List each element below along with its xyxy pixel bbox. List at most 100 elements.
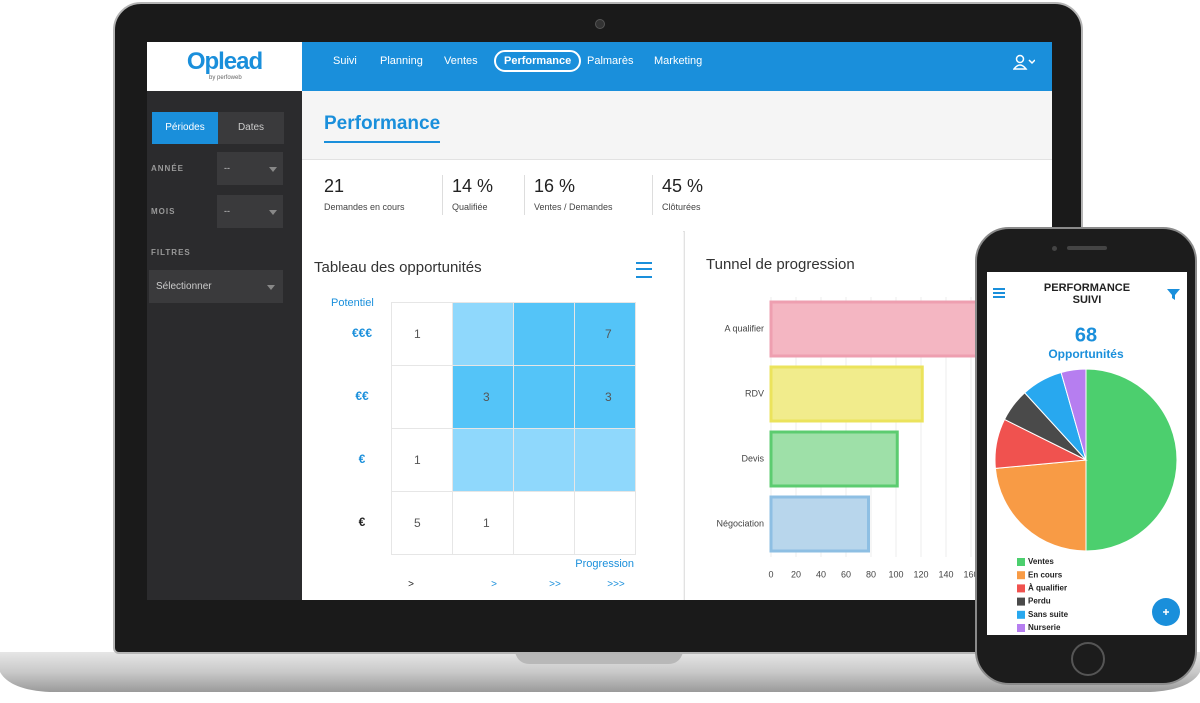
kpi-divider — [442, 175, 443, 215]
cell-value: 3 — [483, 390, 490, 404]
bar — [769, 365, 924, 423]
bar — [769, 300, 998, 358]
select-value: Sélectionner — [156, 281, 212, 292]
bar — [769, 495, 870, 553]
legend-label: Ventes — [1028, 557, 1054, 566]
column-label: > — [491, 579, 497, 590]
legend-label: À qualifier — [1028, 584, 1067, 593]
x-tick-label: 100 — [888, 569, 903, 579]
pie-slice — [994, 459, 1087, 552]
select[interactable]: Sélectionner — [149, 270, 283, 303]
column-label: >>> — [607, 579, 625, 590]
kpi-divider — [652, 175, 653, 215]
pie-slice — [1060, 368, 1087, 461]
legend-label: Sans suite — [1028, 610, 1069, 619]
select[interactable]: -- — [217, 152, 283, 185]
cell-value: 7 — [605, 327, 612, 341]
column-label: >> — [549, 579, 561, 590]
kpi-divider — [524, 175, 525, 215]
camera — [595, 19, 605, 29]
cell-value: 1 — [414, 453, 421, 467]
logo-tagline: by perfoweb — [209, 75, 242, 81]
nav-item[interactable]: Performance — [494, 50, 582, 72]
select-caret — [269, 167, 277, 172]
laptop-screen: Oplead by perfoweb Suivi Planning Ventes Perf… — [147, 42, 1052, 600]
cell-value: 3 — [605, 390, 612, 404]
y-tick-label: A qualifier — [724, 323, 764, 333]
kpi-value: 14 % — [452, 176, 494, 196]
list-icon-bar — [636, 268, 652, 270]
select-value: -- — [224, 206, 230, 216]
total-label: Opportunités — [1048, 347, 1124, 361]
filter-icon — [1167, 289, 1180, 300]
phone-speaker — [1067, 246, 1107, 250]
select-value: -- — [224, 163, 230, 173]
sidebar-tab[interactable]: Dates — [218, 112, 284, 144]
cell-value: 1 — [414, 327, 421, 341]
legend-swatch — [1017, 558, 1025, 566]
legend-swatch — [1017, 610, 1025, 619]
matrix-cell: 3 — [574, 365, 636, 429]
kpi-label: Ventes / Demandes — [534, 202, 613, 212]
nav-item[interactable]: Palmarès — [587, 55, 634, 67]
select-caret — [269, 210, 277, 215]
row-label: €€ — [355, 389, 369, 403]
kpi-value: 16 % — [534, 176, 576, 196]
laptop-notch — [515, 652, 683, 664]
x-tick-label: 40 — [816, 569, 826, 579]
phone-camera — [1052, 246, 1057, 251]
row-label: € — [358, 515, 366, 529]
x-tick-label: 120 — [913, 569, 928, 579]
kpi-value: 45 % — [662, 176, 704, 196]
navbar — [302, 42, 1052, 91]
funnel-title: Tunnel de progression — [706, 256, 855, 273]
nav-item[interactable]: Marketing — [654, 55, 703, 67]
y-tick-label: RDV — [745, 388, 764, 398]
logo: Oplead — [186, 48, 263, 75]
row-label: €€€ — [351, 326, 373, 340]
menu-icon — [993, 288, 1005, 298]
nav-item[interactable]: Ventes — [444, 55, 478, 67]
cell-value: 1 — [483, 516, 490, 530]
select[interactable]: -- — [217, 195, 283, 228]
list-icon[interactable] — [636, 262, 652, 278]
x-tick-label: 140 — [938, 569, 953, 579]
legend-swatch — [1017, 584, 1025, 593]
matrix-cell — [391, 365, 453, 429]
y-axis-label: Potentiel — [331, 297, 374, 309]
nav-item[interactable]: Suivi — [333, 55, 357, 67]
x-tick-label: 160 — [963, 569, 978, 579]
matrix-cell — [574, 428, 636, 492]
y-tick-label: Devis — [741, 453, 764, 463]
matrix-cell — [513, 428, 575, 492]
phone-title: PERFORMANCE — [1044, 282, 1130, 294]
laptop-base-shape — [0, 652, 1200, 692]
x-tick-label: 0 — [768, 569, 773, 579]
user-menu[interactable] — [1012, 54, 1036, 74]
filters-label: FILTRES — [151, 248, 191, 257]
legend-swatch — [1017, 571, 1025, 580]
x-axis-label: Progression — [575, 558, 634, 570]
legend-label: Nurserie — [1028, 623, 1061, 632]
matrix-cell: 7 — [574, 302, 636, 366]
matrix-cell — [574, 491, 636, 555]
x-tick-label: 80 — [866, 569, 876, 579]
legend-label: Perdu — [1028, 597, 1051, 606]
column-label: > — [408, 579, 414, 590]
total: 68 — [1075, 324, 1097, 346]
field-label: ANNÉE — [151, 164, 185, 173]
x-tick-label: 60 — [841, 569, 851, 579]
kpi-band — [302, 159, 1052, 232]
home-button[interactable] — [1071, 642, 1105, 676]
legend-label: En cours — [1028, 570, 1063, 579]
sidebar-tab[interactable]: Périodes — [152, 112, 218, 144]
legend-swatch — [1017, 597, 1025, 606]
page-title: Performance — [324, 113, 441, 143]
kpi-label: Qualifiée — [452, 202, 488, 212]
nav-item[interactable]: Planning — [380, 55, 423, 67]
matrix-cell — [452, 428, 514, 492]
